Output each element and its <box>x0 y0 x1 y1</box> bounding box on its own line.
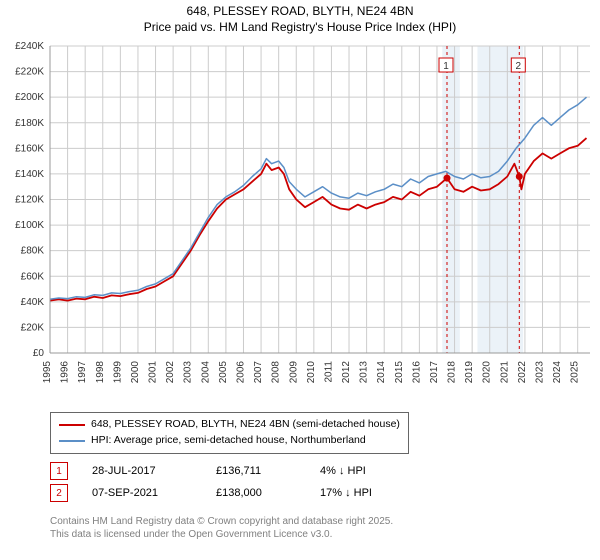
title-block: 648, PLESSEY ROAD, BLYTH, NE24 4BN Price… <box>0 0 600 35</box>
svg-text:£80K: £80K <box>21 246 45 257</box>
markers-table: 1 28-JUL-2017 £136,711 4% ↓ HPI 2 07-SEP… <box>50 460 410 504</box>
attribution-line1: Contains HM Land Registry data © Crown c… <box>50 515 393 528</box>
svg-text:2018: 2018 <box>447 361 458 384</box>
svg-text:1995: 1995 <box>42 361 53 384</box>
svg-text:2007: 2007 <box>253 361 264 384</box>
svg-text:2005: 2005 <box>218 361 229 384</box>
svg-text:2016: 2016 <box>411 361 422 384</box>
marker-row: 2 07-SEP-2021 £138,000 17% ↓ HPI <box>50 482 410 504</box>
svg-text:2022: 2022 <box>517 361 528 384</box>
svg-text:2025: 2025 <box>570 361 581 384</box>
svg-text:2001: 2001 <box>148 361 159 384</box>
svg-text:2013: 2013 <box>359 361 370 384</box>
svg-text:2003: 2003 <box>183 361 194 384</box>
svg-text:£240K: £240K <box>15 41 44 52</box>
svg-text:2023: 2023 <box>535 361 546 384</box>
svg-text:£160K: £160K <box>15 143 44 154</box>
svg-text:1997: 1997 <box>77 361 88 384</box>
attribution: Contains HM Land Registry data © Crown c… <box>50 515 393 541</box>
svg-text:2: 2 <box>516 61 522 72</box>
svg-text:2012: 2012 <box>341 361 352 384</box>
svg-text:2009: 2009 <box>288 361 299 384</box>
svg-text:£100K: £100K <box>15 220 44 231</box>
chart-area: £0 £20K £40K £60K £80K £100K £120K £140K £160K £1… <box>0 38 600 408</box>
svg-text:2010: 2010 <box>306 361 317 384</box>
marker-badge: 2 <box>50 484 68 502</box>
svg-text:1998: 1998 <box>95 361 106 384</box>
legend-row: HPI: Average price, semi-detached house,… <box>59 433 400 449</box>
svg-text:2000: 2000 <box>130 361 141 384</box>
svg-text:2019: 2019 <box>464 361 475 384</box>
title-line2: Price paid vs. HM Land Registry's House … <box>0 20 600 36</box>
chart-container: 648, PLESSEY ROAD, BLYTH, NE24 4BN Price… <box>0 0 600 560</box>
marker-delta: 17% ↓ HPI <box>320 487 410 499</box>
svg-text:2017: 2017 <box>429 361 440 384</box>
svg-text:2008: 2008 <box>271 361 282 384</box>
marker-row: 1 28-JUL-2017 £136,711 4% ↓ HPI <box>50 460 410 482</box>
svg-text:2021: 2021 <box>499 361 510 384</box>
marker-price: £136,711 <box>216 465 296 477</box>
legend-swatch-2 <box>59 440 85 442</box>
title-line1: 648, PLESSEY ROAD, BLYTH, NE24 4BN <box>0 4 600 20</box>
svg-text:2015: 2015 <box>394 361 405 384</box>
marker-date: 07-SEP-2021 <box>92 487 192 499</box>
svg-text:1996: 1996 <box>60 361 71 384</box>
svg-text:2020: 2020 <box>482 361 493 384</box>
svg-text:£0: £0 <box>33 348 45 359</box>
svg-text:£220K: £220K <box>15 67 44 78</box>
svg-text:2014: 2014 <box>376 361 387 384</box>
marker-delta: 4% ↓ HPI <box>320 465 410 477</box>
legend-swatch-1 <box>59 424 85 426</box>
svg-text:2011: 2011 <box>323 361 334 383</box>
svg-text:1: 1 <box>443 61 449 72</box>
svg-text:£20K: £20K <box>21 322 45 333</box>
marker-badge: 1 <box>50 462 68 480</box>
marker-date: 28-JUL-2017 <box>92 465 192 477</box>
svg-text:1999: 1999 <box>112 361 123 384</box>
svg-text:2004: 2004 <box>200 361 211 384</box>
attribution-line2: This data is licensed under the Open Gov… <box>50 528 393 541</box>
svg-text:£180K: £180K <box>15 118 44 129</box>
svg-text:£120K: £120K <box>15 195 44 206</box>
legend: 648, PLESSEY ROAD, BLYTH, NE24 4BN (semi… <box>50 412 409 454</box>
svg-text:£60K: £60K <box>21 271 45 282</box>
svg-text:£40K: £40K <box>21 297 45 308</box>
svg-text:2002: 2002 <box>165 361 176 384</box>
legend-label-2: HPI: Average price, semi-detached house,… <box>91 433 366 449</box>
svg-text:2024: 2024 <box>552 361 563 384</box>
marker-price: £138,000 <box>216 487 296 499</box>
svg-text:£200K: £200K <box>15 92 44 103</box>
legend-row: 648, PLESSEY ROAD, BLYTH, NE24 4BN (semi… <box>59 417 400 433</box>
chart-svg: £0 £20K £40K £60K £80K £100K £120K £140K £160K £1… <box>0 38 600 408</box>
svg-text:2006: 2006 <box>235 361 246 384</box>
legend-label-1: 648, PLESSEY ROAD, BLYTH, NE24 4BN (semi… <box>91 417 400 433</box>
svg-text:£140K: £140K <box>15 169 44 180</box>
